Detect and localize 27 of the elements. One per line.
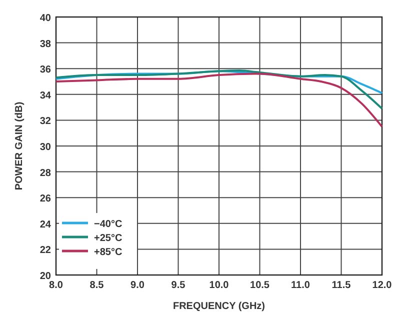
y-tick-label: 36 <box>40 64 52 76</box>
x-tick-label: 10.0 <box>209 280 230 291</box>
legend-label: −40°C <box>94 219 122 230</box>
legend-label: +25°C <box>94 233 122 244</box>
y-tick-label: 32 <box>40 116 52 128</box>
x-tick-label: 10.5 <box>250 280 270 291</box>
y-tick-label: 34 <box>40 90 52 102</box>
line-series <box>55 72 383 128</box>
y-tick-label: 24 <box>40 219 52 230</box>
y-tick-label: 22 <box>40 245 52 256</box>
x-tick-label: 12.0 <box>372 280 392 291</box>
y-tick-label: 26 <box>40 194 52 205</box>
y-tick-label: 38 <box>40 38 52 50</box>
y-tick-label: 40 <box>40 13 52 24</box>
y-tick-label: 20 <box>40 271 52 282</box>
legend-label: +85°C <box>94 247 122 258</box>
x-tick-label: 11.0 <box>291 280 310 291</box>
x-tick-label: 9.5 <box>171 280 186 291</box>
x-axis-title: FREQUENCY (GHz) <box>172 301 266 312</box>
x-tick-label: 8.0 <box>49 280 64 291</box>
x-tick-label: 11.5 <box>332 280 352 291</box>
y-tick-label: 28 <box>40 168 52 179</box>
y-tick-label: 30 <box>40 142 52 153</box>
line-series <box>55 70 383 110</box>
x-tick-label: 8.5 <box>90 280 104 291</box>
y-axis-title: POWER GAIN (dB) <box>14 102 25 190</box>
x-tick-label: 9.0 <box>130 280 145 291</box>
